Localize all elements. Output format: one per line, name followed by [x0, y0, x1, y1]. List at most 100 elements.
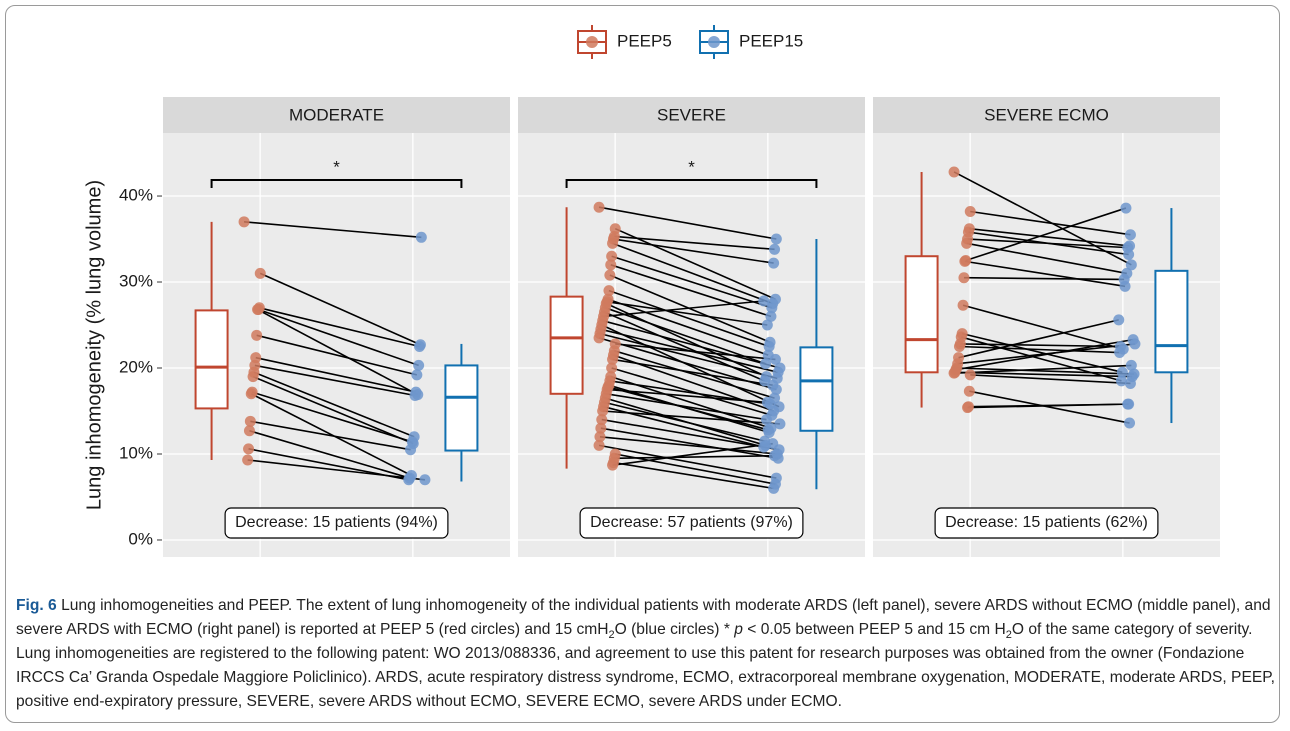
point [1125, 259, 1137, 271]
point [1113, 314, 1125, 326]
legend-point [708, 36, 720, 48]
strip [873, 97, 1220, 133]
annotation: Decrease: 15 patients (94%) [235, 514, 438, 531]
pair-line [607, 298, 769, 356]
point [596, 414, 608, 426]
point [1120, 202, 1132, 214]
point [769, 353, 781, 365]
pair-line [970, 210, 1131, 236]
pair-line [601, 418, 780, 451]
point [767, 379, 779, 391]
point [758, 441, 770, 453]
caption-text: 2 [1005, 629, 1012, 642]
box [549, 295, 584, 395]
frame [5, 5, 1280, 723]
point [603, 285, 615, 297]
point [593, 332, 605, 344]
point [761, 319, 773, 331]
point [607, 459, 619, 471]
point [765, 310, 777, 322]
point [948, 367, 960, 379]
point [768, 257, 780, 269]
point [957, 299, 969, 311]
box [904, 255, 939, 374]
point [254, 267, 266, 279]
pair-line [969, 227, 1130, 247]
point [405, 444, 417, 456]
point [247, 371, 259, 383]
point [414, 341, 426, 353]
facet-title: SEVERE ECMO [984, 105, 1109, 124]
point [238, 216, 250, 228]
pair-line [956, 367, 1135, 375]
point [1114, 347, 1126, 359]
significance: * [333, 157, 340, 176]
pair-line [247, 459, 426, 481]
caption-label: Fig. 6 [16, 597, 57, 614]
point [403, 474, 415, 486]
pair-line [959, 345, 1120, 354]
pair-line [954, 364, 1132, 374]
point [251, 329, 263, 341]
pair-line [257, 308, 419, 396]
pair-line [955, 338, 1134, 371]
point [604, 269, 616, 281]
pair-line [256, 334, 418, 376]
box [1154, 269, 1189, 374]
point [1127, 334, 1139, 346]
pair-line [612, 242, 774, 305]
point [958, 272, 970, 284]
box [194, 309, 229, 410]
annotation: Decrease: 15 patients (62%) [945, 514, 1148, 531]
point [1124, 417, 1136, 429]
pair-line [614, 350, 775, 399]
pair-line [599, 332, 778, 380]
pair-line [970, 374, 1131, 385]
pair-line [607, 300, 768, 326]
annotation-box [579, 507, 804, 539]
point [953, 341, 965, 353]
point [759, 375, 771, 387]
pair-line [965, 207, 1127, 262]
pair-line [602, 319, 781, 369]
caption-text: 2 [608, 629, 615, 642]
pair-line [243, 221, 422, 239]
y-axis-title: Lung inhomogeneity (% lung volume) [83, 180, 105, 510]
point [1122, 242, 1134, 254]
pair-line [615, 343, 776, 361]
point [245, 388, 257, 400]
y-tick-label: 10% [119, 443, 153, 462]
legend-label: PEEP5 [617, 31, 672, 50]
pair-line [607, 388, 768, 404]
box [799, 346, 834, 432]
point [768, 482, 780, 494]
point [760, 414, 772, 426]
pair-line [611, 367, 773, 417]
point [242, 454, 254, 466]
point [243, 443, 255, 455]
y-tick-label: 0% [128, 529, 153, 548]
pair-line [610, 264, 772, 318]
caption-text: O (blue circles) * [614, 621, 735, 638]
annotation-box [934, 507, 1159, 539]
point [411, 369, 423, 381]
pair-line [613, 461, 774, 490]
caption: Fig. 6 Lung inhomogeneities and PEEP. Th… [16, 594, 1278, 714]
point [1125, 359, 1137, 371]
point [959, 255, 971, 267]
box [444, 364, 479, 452]
point [597, 405, 609, 417]
annotation-box [224, 507, 449, 539]
point [605, 259, 617, 271]
point [761, 396, 773, 408]
pair-line [600, 427, 779, 460]
pair-line [598, 444, 777, 479]
bracket [210, 179, 463, 188]
pair-line [606, 393, 767, 421]
point [962, 402, 974, 414]
pair-line [251, 391, 413, 443]
strip [163, 97, 510, 133]
caption-text: p [734, 621, 743, 638]
point [1118, 273, 1130, 285]
pair-line [604, 401, 765, 442]
